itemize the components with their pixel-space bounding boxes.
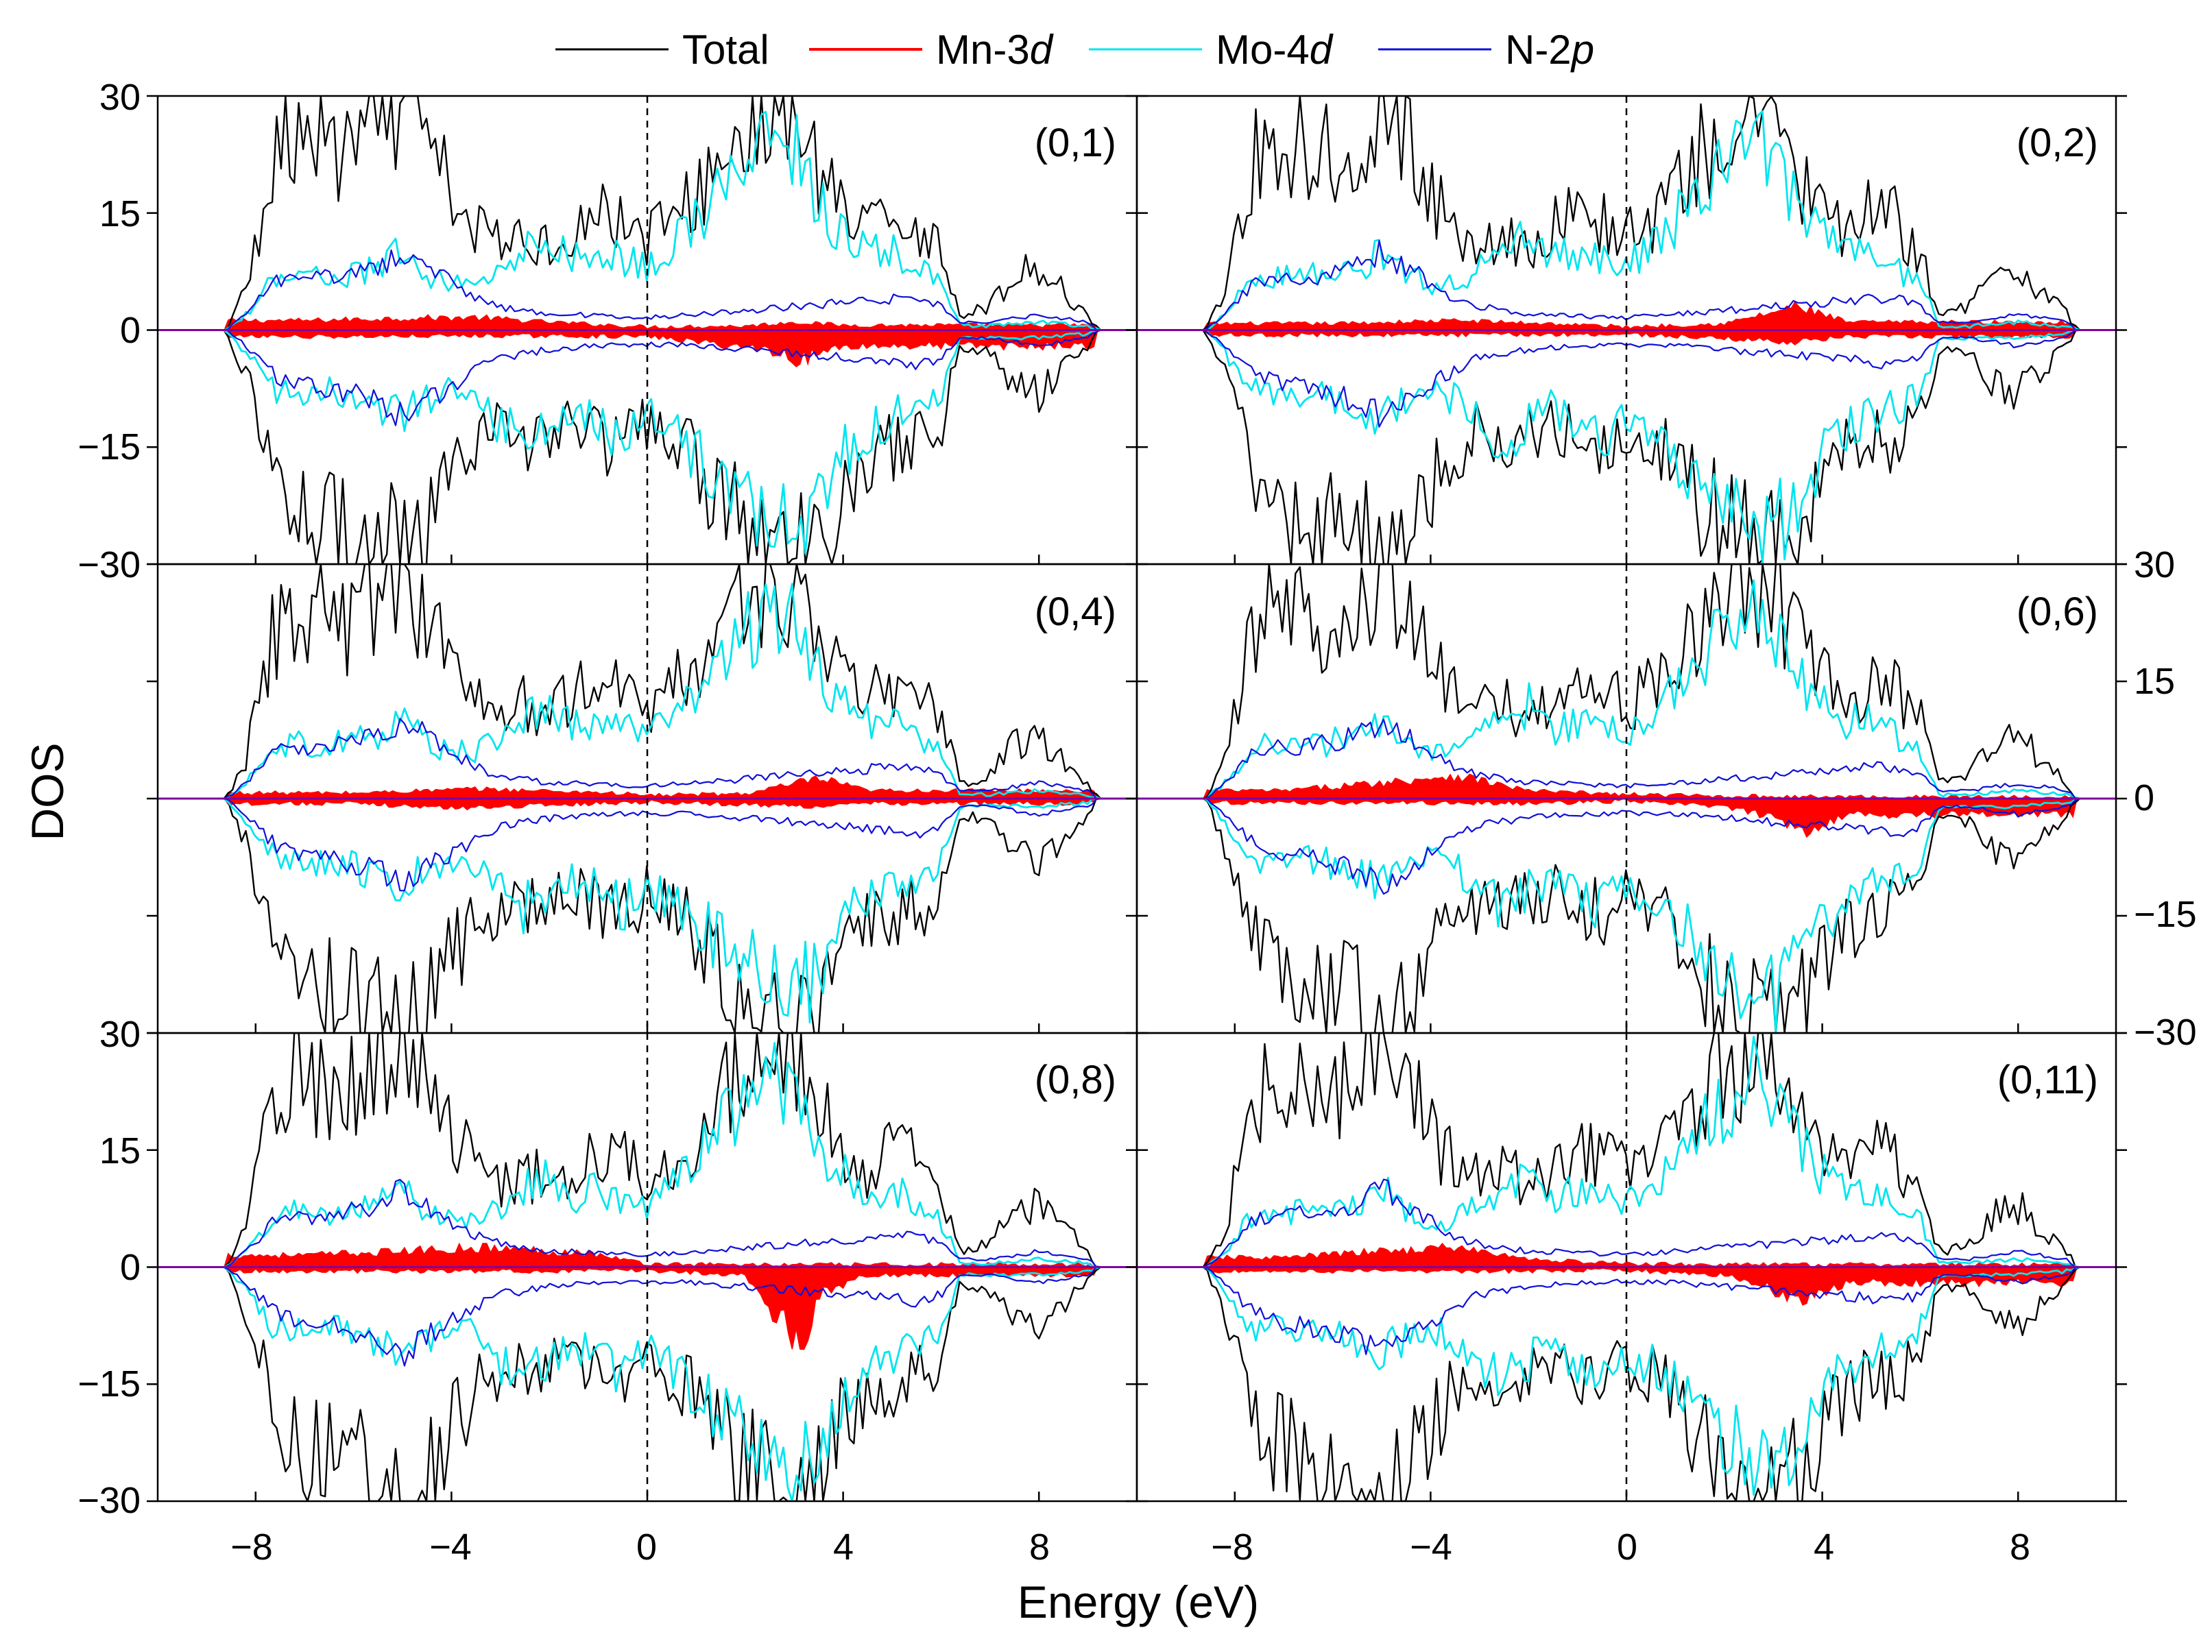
series-mn3d (1137, 1242, 2116, 1306)
legend-label-total: Total (682, 27, 769, 73)
series-n2p-up (1137, 718, 2115, 800)
series-mn3d (158, 775, 1137, 811)
panel-label-0-2: (0,2) (2017, 121, 2098, 165)
panel-0-11 (1126, 1032, 2127, 1503)
x-tick-label: −4 (429, 1527, 472, 1568)
y-tick-label: 15 (2134, 661, 2175, 702)
series-mn3d (1137, 301, 2116, 345)
series-mo4d-up (158, 583, 1136, 800)
panel-0-8 (147, 1032, 1148, 1503)
x-tick-label: 4 (833, 1527, 854, 1568)
y-tick-label: 0 (2134, 777, 2154, 818)
x-tick-label: 4 (1814, 1527, 1834, 1568)
legend: Total Mn-3d Mo-4d N-2p (555, 27, 1594, 73)
plot-panels (147, 95, 2127, 1503)
y-tick-label: −30 (77, 1480, 141, 1521)
y-tick-label: −30 (2134, 1012, 2197, 1053)
panel-0-4 (147, 563, 1148, 1034)
y-tick-label: 30 (99, 77, 141, 118)
y-tick-labels-right: 30 15 0 −15 −30 (2134, 544, 2197, 1053)
series-total-down (158, 329, 1136, 564)
x-tick-label: 0 (1617, 1527, 1637, 1568)
panel-series (158, 1033, 1137, 1501)
x-tick-label: 8 (2010, 1527, 2030, 1568)
series-total-down (1137, 329, 2115, 564)
x-tick-label: −4 (1410, 1527, 1452, 1568)
panel-0-1 (147, 95, 1148, 566)
panel-0-2 (1126, 95, 2127, 566)
series-total-down (1137, 797, 2115, 1033)
y-tick-label: 0 (120, 310, 141, 351)
y-tick-labels-left: 30 15 0 −15 −30 30 15 0 −15 −30 (77, 77, 141, 1521)
x-axis-title: Energy (eV) (1018, 1577, 1259, 1627)
y-tick-label: −15 (77, 1363, 141, 1405)
series-n2p-up (158, 249, 1136, 331)
panel-label-0-6: (0,6) (2017, 590, 2098, 634)
legend-label-n2p: N-2p (1505, 27, 1594, 73)
y-tick-label: 30 (2134, 544, 2175, 585)
panel-0-6 (1126, 563, 2127, 1034)
panel-label-0-11: (0,11) (1997, 1058, 2098, 1102)
y-tick-label: 15 (99, 193, 141, 234)
panel-label-0-8: (0,8) (1035, 1058, 1116, 1102)
x-tick-label: −8 (1211, 1527, 1253, 1568)
series-mo4d-down (158, 1266, 1136, 1501)
x-tick-labels: −8 −4 0 4 8 −8 −4 0 4 8 (230, 1527, 2030, 1568)
x-tick-label: −8 (230, 1527, 273, 1568)
panel-label-0-4: (0,4) (1035, 590, 1116, 634)
series-total-up (158, 96, 1136, 331)
y-tick-label: 30 (99, 1014, 141, 1055)
legend-label-mn3d: Mn-3d (936, 27, 1054, 73)
y-axis-title: DOS (22, 742, 73, 840)
x-tick-label: 8 (1029, 1527, 1050, 1568)
series-n2p-up (1137, 1178, 2115, 1268)
x-tick-label: 0 (636, 1527, 657, 1568)
y-tick-label: −15 (77, 426, 141, 467)
series-mn3d (1137, 773, 2116, 838)
series-mn3d (158, 1242, 1137, 1350)
series-mo4d-up (158, 110, 1136, 331)
y-tick-label: −15 (2134, 894, 2197, 935)
y-tick-label: 15 (99, 1130, 141, 1171)
panel-label-0-1: (0,1) (1035, 121, 1116, 165)
series-mn3d (158, 314, 1137, 367)
y-tick-label: −30 (77, 544, 141, 585)
series-mo4d-down (1137, 329, 2115, 564)
y-tick-label: 0 (120, 1247, 141, 1288)
series-total-up (1137, 1033, 2115, 1268)
legend-label-mo4d: Mo-4d (1216, 27, 1334, 73)
